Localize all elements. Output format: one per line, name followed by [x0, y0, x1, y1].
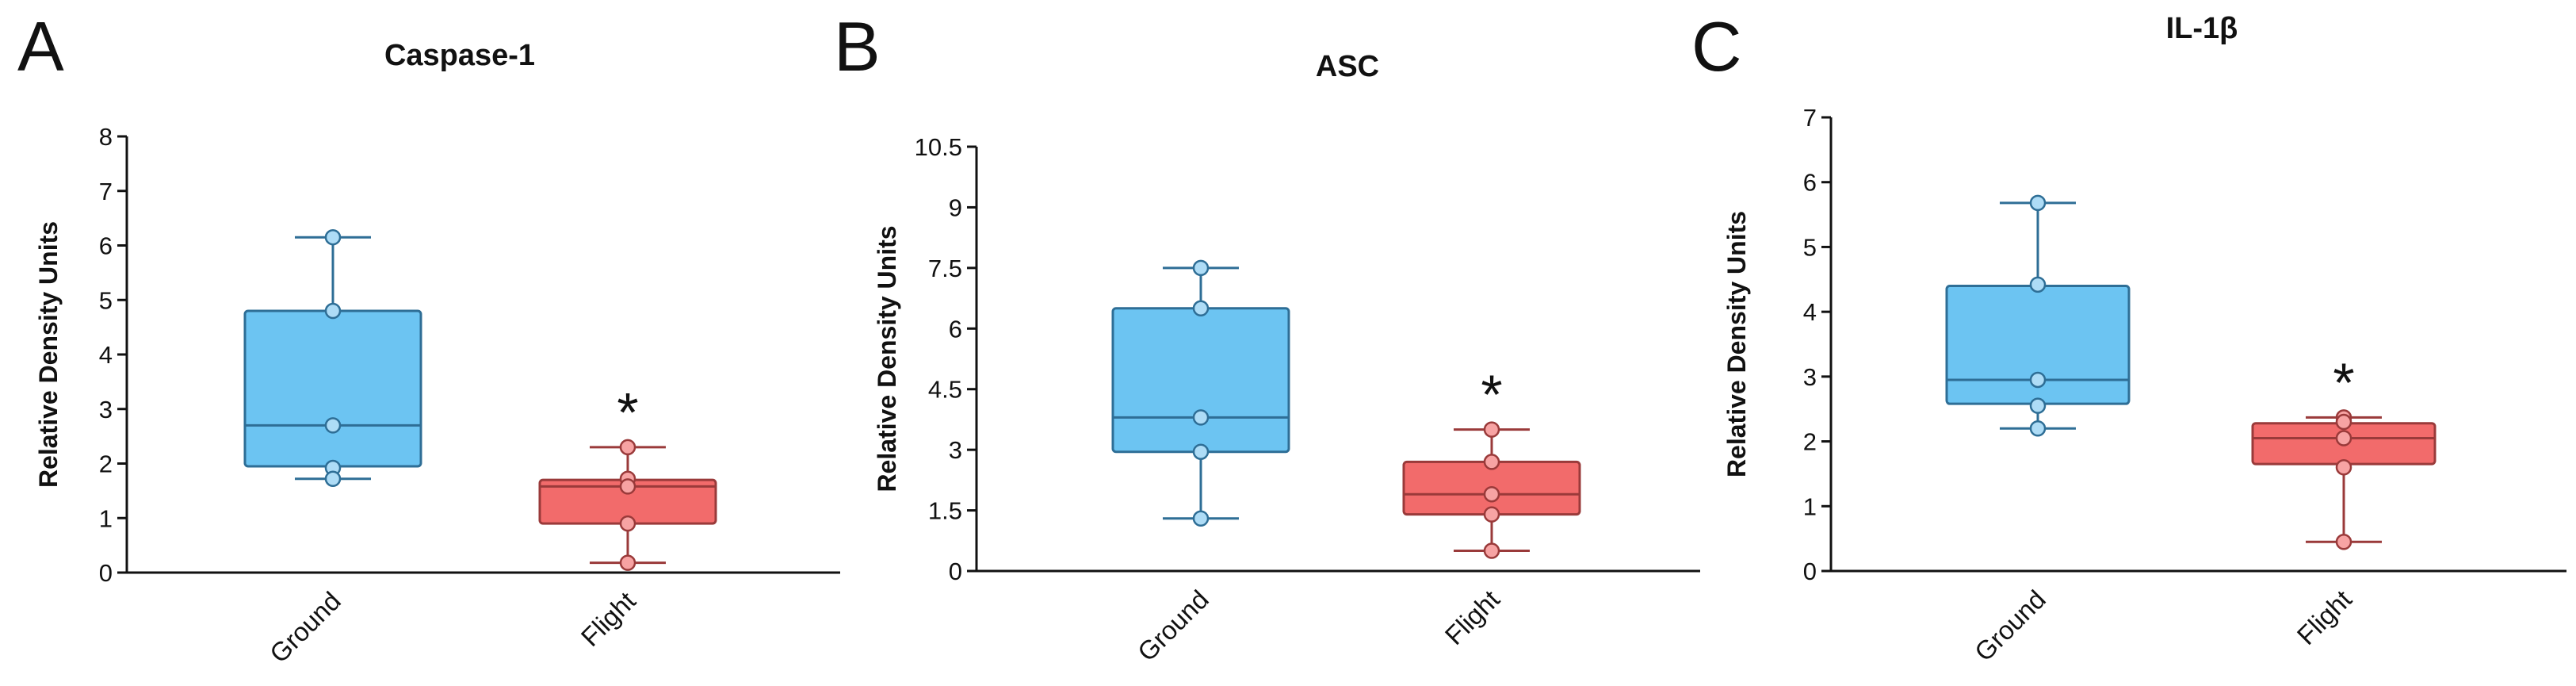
panel-label: C [1691, 7, 1742, 86]
x-category-label: Flight [575, 586, 641, 652]
significance-marker: * [1481, 364, 1502, 426]
x-category-label: Ground [1969, 584, 2051, 667]
y-tick-label: 6 [949, 315, 962, 343]
data-point [324, 302, 342, 320]
data-point [2029, 194, 2047, 212]
data-point [1192, 259, 1210, 277]
y-tick-label: 7 [1803, 104, 1817, 132]
data-point [619, 515, 636, 532]
y-tick-label: 8 [99, 123, 113, 151]
y-tick-label: 10.5 [915, 133, 962, 161]
y-tick-label: 0 [949, 558, 962, 585]
panel-a: A Caspase-1 Relative Density Units 0 1 2 3 4 5 6… [0, 0, 840, 686]
data-point [619, 478, 636, 495]
y-tick-label: 7.5 [928, 255, 962, 282]
data-point [1192, 409, 1210, 426]
data-point [1483, 542, 1500, 559]
box-ground [243, 309, 422, 468]
data-point [1483, 485, 1500, 503]
data-point [324, 228, 342, 246]
y-tick-label: 5 [1803, 233, 1817, 261]
chart-title: IL-1β [2166, 12, 2238, 45]
y-tick-label: 0 [1803, 558, 1817, 585]
chart-title: Caspase-1 [384, 39, 535, 72]
y-tick-label: 3 [99, 396, 113, 423]
x-category-label: Flight [2291, 584, 2357, 650]
data-point [1192, 300, 1210, 317]
y-tick-label: 2 [99, 450, 113, 478]
data-point [619, 439, 636, 456]
y-axis-label: Relative Density Units [1722, 211, 1751, 477]
y-tick-label: 4 [1803, 298, 1817, 326]
panel-label: B [834, 7, 881, 86]
y-tick-label: 6 [1803, 169, 1817, 197]
data-point [2029, 397, 2047, 414]
data-point [2335, 430, 2352, 446]
y-axis-label: Relative Density Units [873, 225, 901, 492]
data-point [2335, 413, 2352, 431]
y-tick-label: 5 [99, 286, 113, 314]
y-tick-label: 1 [1803, 492, 1817, 520]
data-point [1192, 443, 1210, 460]
panel-b: B ASC Relative Density Units 0 1.5 3 4.5 6 7.5 9… [832, 0, 1700, 686]
panel-label: A [17, 7, 64, 86]
data-point [619, 554, 636, 571]
y-tick-label: 4.5 [928, 376, 962, 404]
data-point [1483, 454, 1500, 470]
x-category-label: Flight [1439, 584, 1505, 650]
data-point [2029, 371, 2047, 389]
y-tick-label: 9 [949, 194, 962, 221]
significance-marker: * [2333, 351, 2354, 413]
chart-caspase-1: Caspase-1 Relative Density Units 0 1 2 3 4 5 6 7 8… [34, 39, 840, 669]
y-tick-label: 2 [1803, 428, 1817, 456]
data-point [324, 417, 342, 434]
data-point [1483, 506, 1500, 523]
y-axis-label: Relative Density Units [34, 221, 63, 488]
data-point [2029, 420, 2047, 437]
y-tick-label: 4 [99, 341, 113, 369]
y-tick-label: 7 [99, 178, 113, 205]
y-tick-label: 3 [1803, 363, 1817, 391]
y-tick-label: 6 [99, 232, 113, 260]
significance-marker: * [617, 381, 638, 443]
y-tick-label: 1.5 [928, 497, 962, 525]
data-point [2335, 533, 2352, 550]
y-tick-label: 1 [99, 504, 113, 532]
y-tick-label: 3 [949, 436, 962, 464]
x-category-label: Ground [1132, 584, 1214, 667]
box-ground [1111, 307, 1290, 454]
data-point [2029, 276, 2047, 293]
x-category-label: Ground [264, 586, 346, 669]
data-point [1192, 510, 1210, 527]
y-tick-label: 0 [99, 559, 113, 587]
chart-title: ASC [1316, 50, 1379, 83]
data-point [324, 470, 342, 487]
data-point [2335, 459, 2352, 476]
data-point [1483, 421, 1500, 438]
chart-asc: ASC Relative Density Units 0 1.5 3 4.5 6 7.5 9 10… [873, 50, 1700, 667]
panel-c: C IL-1β Relative Density Units 0 1 2 3 4 5 6 7 Gro… [1688, 0, 2576, 686]
chart-il-1b: IL-1β Relative Density Units 0 1 2 3 4 5 6 7 Groun… [1722, 12, 2566, 667]
